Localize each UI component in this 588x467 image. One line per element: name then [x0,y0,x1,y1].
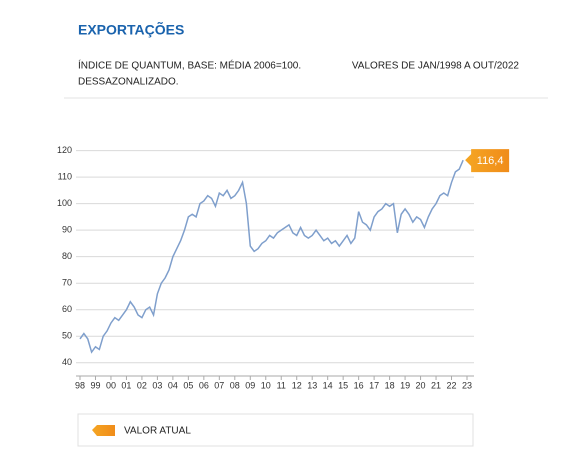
annotation-box [465,149,510,173]
subtitle: ÍNDICE DE QUANTUM, BASE: MÉDIA 2006=100. [78,59,301,72]
y-tick-label: 110 [58,171,72,181]
x-tick-label: 18 [385,380,395,390]
x-tick-label: 08 [230,380,240,390]
y-tick-label: 120 [57,145,72,155]
x-tick-label: 12 [292,380,302,390]
x-tick-label: 23 [462,380,472,390]
x-tick-label: 16 [354,380,364,390]
legend-label: VALOR ATUAL [124,426,191,437]
x-tick-label: 06 [199,380,209,390]
legend-box [77,413,474,447]
subtitle: DESSAZONALIZADO. [78,77,179,88]
x-tick-label: 17 [369,380,379,390]
x-tick-label: 03 [152,380,162,390]
annotation-label: 116,4 [477,155,504,167]
x-tick-label: 07 [214,380,224,390]
x-tick-label: 05 [183,380,193,390]
legend-marker [92,425,115,436]
y-tick-label: 70 [62,278,72,288]
chart-title: EXPORTAÇÕES [78,21,184,38]
x-tick-label: 02 [137,380,147,390]
x-tick-label: 22 [447,380,457,390]
x-tick-label: 21 [431,380,441,390]
x-tick-label: 15 [338,380,348,390]
x-tick-label: 00 [106,380,116,390]
x-tick-label: 99 [90,380,100,390]
x-tick-label: 19 [400,380,410,390]
y-tick-label: 80 [62,251,72,261]
y-tick-label: 60 [62,304,72,314]
x-tick-label: 98 [75,380,85,390]
x-tick-label: 13 [307,380,317,390]
y-tick-label: 40 [62,357,72,367]
y-tick-label: 100 [57,198,72,208]
x-tick-label: 11 [277,380,286,390]
x-tick-label: 20 [416,380,426,390]
y-tick-label: 90 [62,225,72,235]
series-line [79,159,464,354]
x-tick-label: 04 [168,380,178,390]
x-tick-label: 09 [245,380,255,390]
x-tick-label: 10 [261,380,271,390]
x-tick-label: 01 [121,380,131,390]
x-tick-label: 14 [323,380,333,390]
y-tick-label: 50 [62,331,72,341]
period: VALORES DE JAN/1998 A OUT/2022 [352,61,520,72]
